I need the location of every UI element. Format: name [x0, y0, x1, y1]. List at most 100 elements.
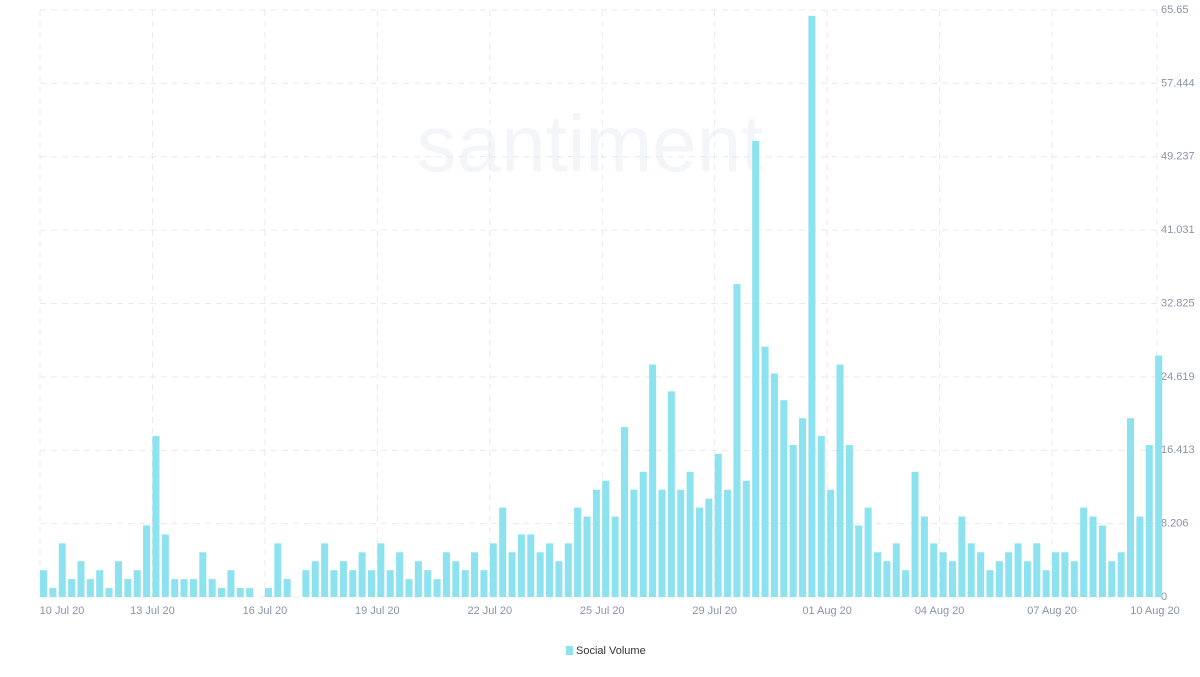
- bar: [1117, 552, 1125, 597]
- bar: [452, 561, 460, 597]
- bar: [808, 15, 816, 597]
- y-tick-label: 16.413: [1161, 444, 1195, 456]
- y-tick-label: 0: [1161, 591, 1167, 603]
- x-tick-label: 04 Aug 20: [915, 605, 965, 617]
- bar: [480, 570, 488, 597]
- bar: [414, 561, 422, 597]
- bar: [330, 570, 338, 597]
- bar: [1042, 570, 1050, 597]
- watermark: santiment: [417, 99, 764, 188]
- bar: [218, 588, 226, 597]
- bar: [1033, 543, 1041, 597]
- bar: [1136, 516, 1144, 597]
- bar: [49, 588, 57, 597]
- bar: [339, 561, 347, 597]
- bar: [367, 570, 376, 597]
- bar: [995, 561, 1003, 597]
- bar: [96, 570, 104, 597]
- bar: [189, 579, 197, 597]
- bar: [1127, 418, 1135, 597]
- bar: [105, 588, 113, 597]
- bar: [302, 570, 310, 597]
- bar: [58, 543, 66, 597]
- bar: [1080, 507, 1088, 597]
- bar: [892, 543, 900, 597]
- bar: [1108, 561, 1116, 597]
- bar: [714, 453, 722, 597]
- bar: [283, 579, 291, 597]
- bar: [405, 579, 413, 597]
- bar: [546, 543, 554, 597]
- bar: [133, 570, 141, 597]
- y-tick-label: 57.444: [1161, 77, 1195, 89]
- bar: [752, 140, 760, 598]
- bar: [124, 579, 132, 597]
- bar: [761, 346, 769, 597]
- bar: [377, 543, 385, 597]
- bar: [620, 427, 629, 597]
- bar: [564, 543, 572, 597]
- bar: [349, 570, 357, 597]
- bar: [592, 489, 600, 597]
- bar: [789, 444, 797, 597]
- bar: [114, 561, 122, 597]
- bar: [1145, 444, 1153, 597]
- bar: [1061, 552, 1069, 597]
- bar: [471, 552, 479, 597]
- bar: [246, 588, 254, 597]
- x-tick-label: 01 Aug 20: [802, 605, 852, 617]
- bar: [499, 507, 507, 597]
- bar: [845, 444, 853, 597]
- bar: [1089, 516, 1097, 597]
- bar: [152, 436, 160, 597]
- bar: [911, 471, 919, 597]
- bar: [489, 543, 497, 597]
- bar: [677, 489, 685, 597]
- bar: [649, 364, 657, 597]
- bar: [695, 507, 703, 597]
- bar: [770, 373, 778, 597]
- bar: [508, 552, 516, 597]
- bar: [1023, 561, 1031, 597]
- y-tick-label: 49.237: [1161, 151, 1195, 163]
- bar: [424, 570, 432, 597]
- x-tick-label: 10 Jul 20: [40, 605, 85, 617]
- bar: [442, 552, 450, 597]
- bar: [274, 543, 282, 597]
- bar: [874, 552, 882, 597]
- bar: [967, 543, 975, 597]
- bar: [143, 525, 151, 597]
- x-tick-label: 16 Jul 20: [243, 605, 288, 617]
- y-tick-label: 65.65: [1161, 4, 1189, 16]
- bar: [574, 507, 582, 597]
- bar: [855, 525, 863, 597]
- bar: [583, 516, 591, 597]
- legend-swatch: [566, 646, 573, 655]
- bar: [630, 489, 638, 597]
- bar: [171, 579, 179, 597]
- bar: [817, 436, 825, 597]
- bar: [639, 471, 647, 597]
- bar: [611, 516, 619, 597]
- bar: [396, 552, 404, 597]
- bar: [517, 534, 525, 597]
- bar: [461, 570, 469, 597]
- bar: [864, 507, 872, 597]
- bar: [86, 579, 94, 597]
- bar: [1098, 525, 1106, 597]
- x-tick-label: 07 Aug 20: [1027, 605, 1077, 617]
- x-tick-label: 29 Jul 20: [692, 605, 737, 617]
- bar: [827, 489, 835, 597]
- bar: [264, 588, 272, 597]
- bar: [836, 364, 844, 597]
- bar: [1014, 543, 1022, 597]
- bar: [705, 498, 713, 597]
- bar: [1155, 355, 1163, 597]
- bar: [780, 400, 788, 597]
- bar: [986, 570, 994, 597]
- bar: [77, 561, 85, 597]
- bar: [686, 471, 694, 597]
- bar: [977, 552, 985, 597]
- bar: [358, 552, 366, 597]
